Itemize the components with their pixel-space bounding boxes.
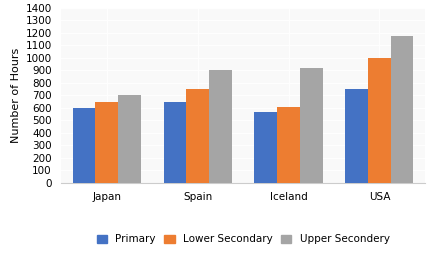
Legend: Primary, Lower Secondary, Upper Secondery: Primary, Lower Secondary, Upper Seconder… xyxy=(96,234,390,244)
Bar xyxy=(345,89,368,183)
Bar xyxy=(186,89,209,183)
Bar xyxy=(391,36,413,183)
Bar xyxy=(163,102,186,183)
Bar xyxy=(95,102,118,183)
Bar xyxy=(73,108,95,183)
Bar xyxy=(277,106,300,183)
Bar xyxy=(118,95,141,183)
Bar xyxy=(209,70,232,183)
Bar xyxy=(300,68,323,183)
Bar xyxy=(254,112,277,183)
Y-axis label: Number of Hours: Number of Hours xyxy=(11,48,21,143)
Bar xyxy=(368,58,391,183)
